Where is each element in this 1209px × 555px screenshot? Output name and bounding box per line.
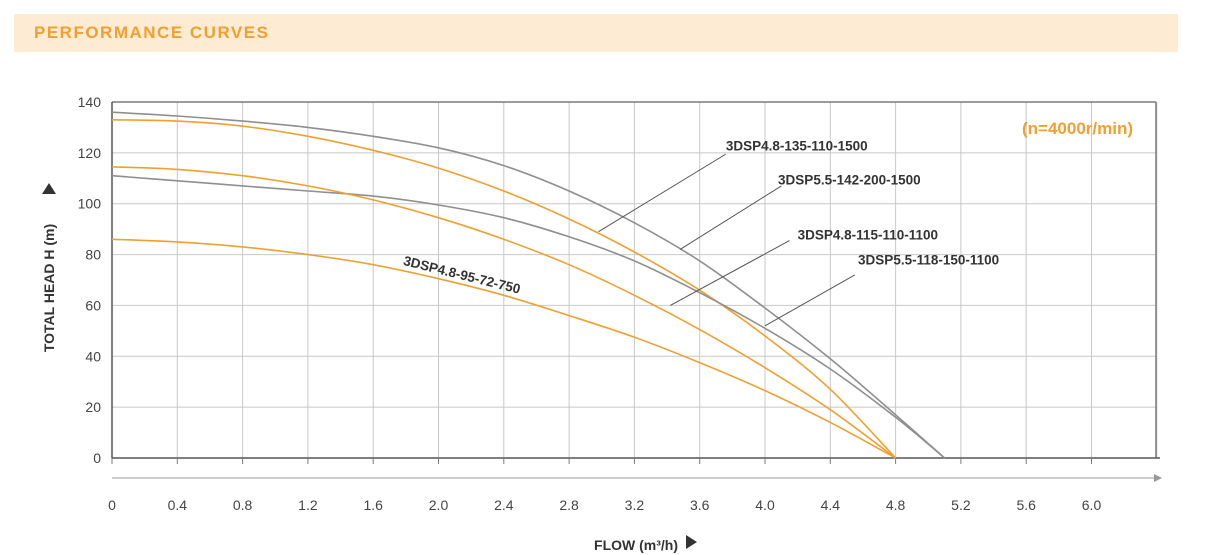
y-axis-label: TOTAL HEAD H (m): [41, 224, 57, 352]
series-line: [111, 174, 946, 459]
x-tick-label: 1.2: [298, 497, 318, 513]
section-title: PERFORMANCE CURVES: [34, 23, 270, 42]
x-tick-label: 0.4: [168, 497, 188, 513]
x-tick-label: 4.4: [821, 497, 841, 513]
x-tick-label: 4.0: [755, 497, 775, 513]
x-tick-label: 1.6: [363, 497, 383, 513]
x-tick-label: 6.0: [1082, 497, 1102, 513]
series-line: [111, 119, 897, 459]
x-tick-label: 5.2: [951, 497, 971, 513]
x-scale-arrow-icon: [1154, 474, 1162, 482]
leader-line: [764, 274, 856, 327]
x-tick-label: 3.6: [690, 497, 710, 513]
y-tick-label: 100: [78, 196, 102, 212]
y-tick-label: 20: [85, 399, 101, 415]
y-tick-label: 40: [85, 348, 101, 364]
y-tick-label: 120: [78, 145, 102, 161]
x-tick-label: 2.0: [429, 497, 449, 513]
plot-frame: [111, 101, 1162, 482]
section-header-bar: PERFORMANCE CURVES: [14, 14, 1178, 52]
leader-line: [598, 153, 727, 233]
curve-label: 3DSP5.5-142-200-1500: [778, 173, 921, 188]
x-axis-label: FLOW (m³/h): [594, 537, 678, 553]
series-line: [111, 166, 897, 459]
leader-line: [679, 185, 782, 250]
curve-label: 3DSP5.5-118-150-1100: [858, 253, 999, 268]
rpm-annotation: (n=4000r/min): [1022, 119, 1133, 138]
x-axis-ticks: 0 0.4 0.8 1.2 1.6 2.0 2.4 2.8 3.2 3.6 4.0 4.4 4.8 5.2…: [108, 458, 1101, 513]
x-axis-title-group: FLOW (m³/h): [594, 535, 697, 553]
y-tick-label: 0: [93, 450, 101, 466]
y-tick-label: 80: [85, 247, 101, 263]
x-tick-label: 3.2: [625, 497, 645, 513]
series-lines: [111, 111, 946, 459]
curve-label: 3DSP4.8-115-110-1100: [798, 227, 938, 242]
right-arrow-icon: [686, 535, 697, 549]
grid: [112, 102, 1158, 458]
series-line: [111, 111, 946, 459]
curve-callouts: 3DSP4.8-135-110-1500 3DSP5.5-142-200-1500…: [402, 138, 999, 327]
y-tick-label: 140: [78, 94, 102, 110]
y-axis-title-group: TOTAL HEAD H (m): [41, 183, 57, 352]
x-tick-label: 2.4: [494, 497, 514, 513]
x-tick-label: 0: [108, 497, 116, 513]
x-tick-label: 2.8: [559, 497, 579, 513]
curve-label: 3DSP4.8-135-110-1500: [726, 138, 868, 153]
series-line: [111, 238, 896, 459]
x-tick-label: 4.8: [886, 497, 906, 513]
leader-line: [670, 240, 790, 306]
up-arrow-icon: [42, 183, 56, 194]
y-tick-label: 60: [85, 297, 101, 313]
x-tick-label: 5.6: [1016, 497, 1036, 513]
y-axis-ticks: 0 20 40 60 80 100 120 140: [78, 94, 102, 466]
x-tick-label: 0.8: [233, 497, 253, 513]
